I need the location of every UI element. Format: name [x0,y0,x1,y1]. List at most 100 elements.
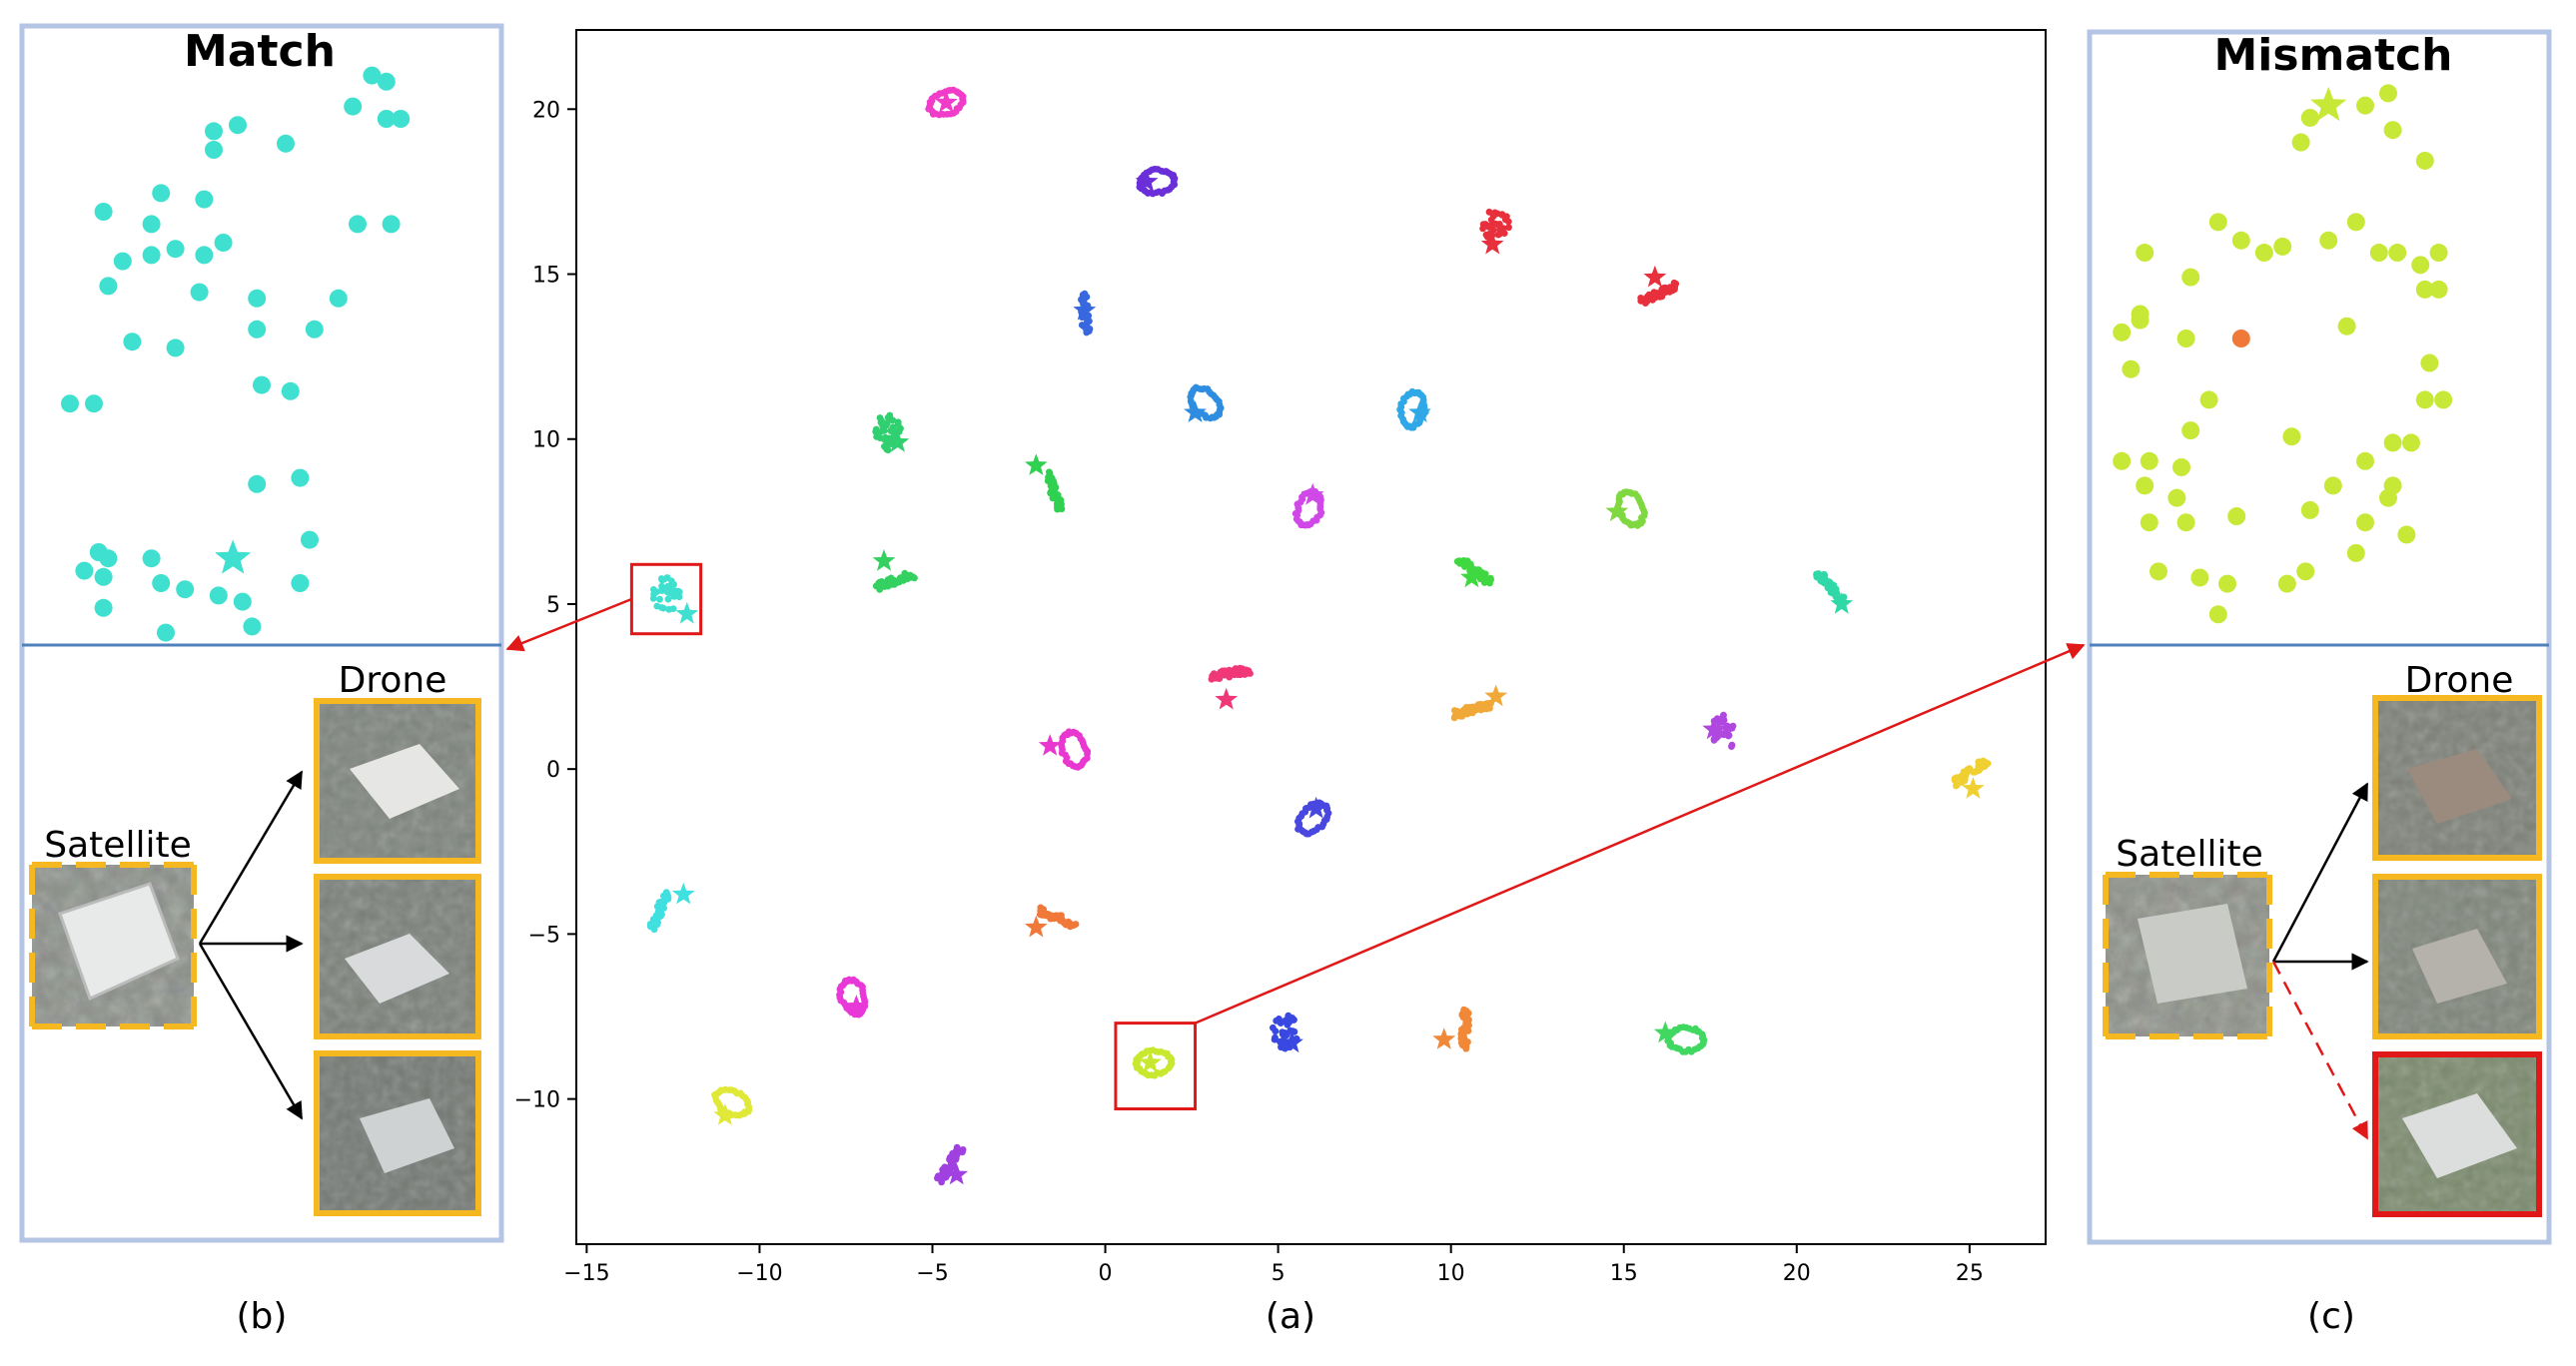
cluster [1024,453,1066,513]
inset-point [85,394,103,413]
y-tick-label: 10 [532,428,560,453]
cluster-point [894,418,902,426]
inset-point [2397,525,2416,544]
cluster-point [658,582,665,590]
inset-point [248,320,267,339]
inset-point [291,468,310,487]
inset-point [205,122,223,141]
panel-b-border [19,23,504,1243]
cluster-point [1299,828,1307,836]
panel-c-title: Mismatch [2213,30,2452,81]
cluster [836,976,869,1019]
cluster-point [1301,521,1309,529]
inset-point [253,375,271,394]
cluster-point [658,576,666,584]
inset-point [2296,562,2315,581]
cluster-star [671,882,695,905]
cluster-point [1216,410,1223,418]
cluster-star [1073,298,1097,321]
inset-star [2310,86,2347,122]
cluster-point [1504,218,1512,226]
cluster-point [1134,1062,1141,1069]
inset-point [195,190,214,209]
inset-point [61,394,79,413]
cluster-point [1720,711,1727,719]
inset-point [2208,213,2227,232]
inset-point [2379,488,2397,507]
x-tick-label: 15 [1610,1261,1638,1286]
inset-point [2176,330,2195,347]
panel-b-caption: (b) [237,1296,288,1337]
inset-star [215,539,252,574]
inset-point [94,598,113,617]
inset-point [2291,133,2310,152]
inset-point [2434,390,2453,409]
inset-point [2356,96,2374,115]
panel-b-arrow-1 [198,770,304,945]
inset-point [2369,244,2388,263]
inset-point [2227,507,2246,526]
inset-point [2136,476,2154,495]
cluster [711,1085,753,1125]
inset-point [142,215,161,234]
panel-c-arrow-mismatch [2271,961,2369,1140]
inset-point [2122,359,2141,378]
inset-point [94,203,113,221]
inset-point [2411,256,2430,275]
inset-point [2181,421,2200,440]
y-tick-label: 0 [546,758,560,783]
cluster-point [887,427,895,434]
cluster [649,574,699,624]
panel-c-scatter [2113,84,2453,624]
cluster-point [1710,735,1718,743]
cluster-point [881,442,888,450]
cluster-star [1653,1021,1677,1043]
cluster [1294,796,1332,838]
cluster-star [1184,400,1207,422]
cluster-point [664,588,672,596]
inset-point [2337,317,2356,336]
cluster-point [665,605,673,613]
inset-point [2383,121,2402,140]
cluster [1073,290,1097,337]
cluster [1396,387,1431,431]
cluster-point [1451,707,1458,714]
inset-point [2402,433,2420,452]
inset-point [248,289,267,308]
inset-point [305,320,324,339]
cluster-star [1961,777,1985,799]
cluster-star [675,601,699,624]
cluster-point [1486,579,1493,587]
inset-point [2346,213,2365,232]
cluster-star [1702,717,1726,740]
cluster-point [877,418,885,426]
inset-point [243,617,262,636]
inset-point [248,474,267,493]
cluster-point [1728,743,1735,750]
panel-c-satellite-image [2103,872,2272,1039]
x-tick-label: 10 [1437,1261,1465,1286]
cluster [1038,728,1092,771]
cluster-point [1464,1010,1472,1018]
inset-point [99,277,118,296]
cluster [1702,711,1737,750]
cluster-point [1462,1044,1470,1052]
cluster-point [653,602,661,610]
cluster-point [1698,1034,1706,1041]
cluster-point [1037,904,1045,912]
inset-point [344,97,363,116]
cluster-point [938,1178,945,1186]
panel-c-satellite-label: Satellite [2116,834,2262,875]
panel-c-caption: (c) [2307,1296,2355,1337]
inset-point [166,339,185,357]
inset-point [2379,84,2397,103]
cluster-point [1485,223,1493,231]
inset-point [166,240,185,259]
inset-point [2113,323,2132,342]
cluster-point [745,1106,753,1113]
inset-point [123,333,142,351]
cluster-star [1135,170,1159,192]
inset-point [94,567,113,586]
panel-b-title: Match [184,26,336,77]
inset-point [2300,108,2319,127]
